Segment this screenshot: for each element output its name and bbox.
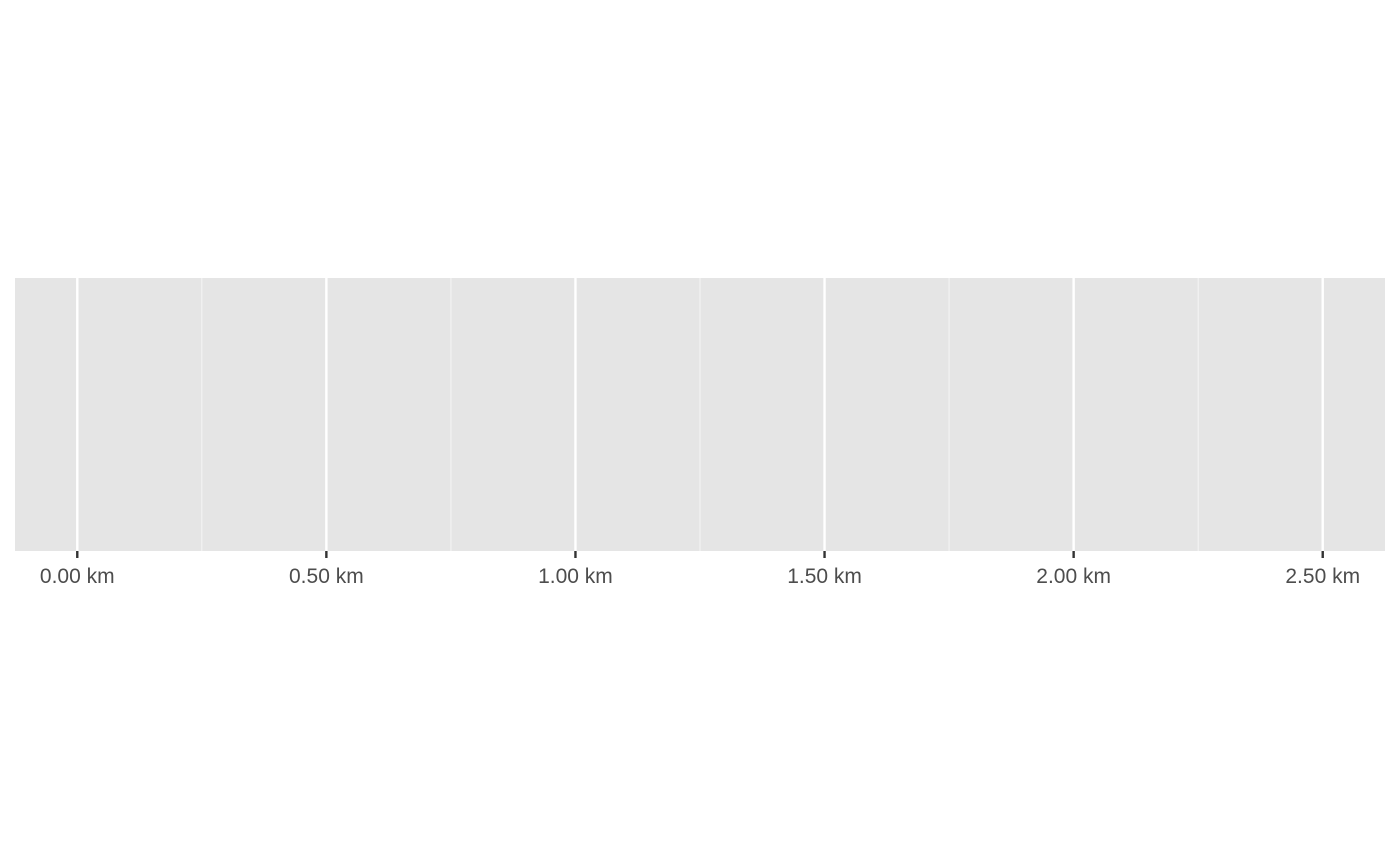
x-tick-label: 1.00 km — [538, 565, 613, 588]
x-axis: 0.00 km 0.50 km 1.00 km 1.50 km 2.00 km 2.50 … — [40, 551, 1360, 588]
minor-grid — [201, 278, 1199, 551]
x-tick-label: 2.00 km — [1036, 565, 1111, 588]
major-grid — [76, 278, 1324, 551]
x-tick-label: 0.50 km — [289, 565, 364, 588]
x-tick-label: 1.50 km — [787, 565, 862, 588]
x-tick-label: 2.50 km — [1285, 565, 1360, 588]
x-tick-label: 0.00 km — [40, 565, 115, 588]
